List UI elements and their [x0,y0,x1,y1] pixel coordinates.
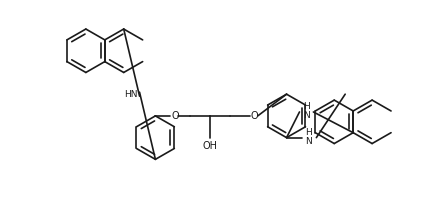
Text: O: O [250,111,258,121]
Text: OH: OH [202,141,217,151]
Text: N: N [302,111,309,120]
Text: N: N [304,137,311,146]
Text: H: H [302,102,309,110]
Text: O: O [171,111,179,121]
Text: H: H [304,128,311,137]
Text: HN: HN [124,90,137,99]
